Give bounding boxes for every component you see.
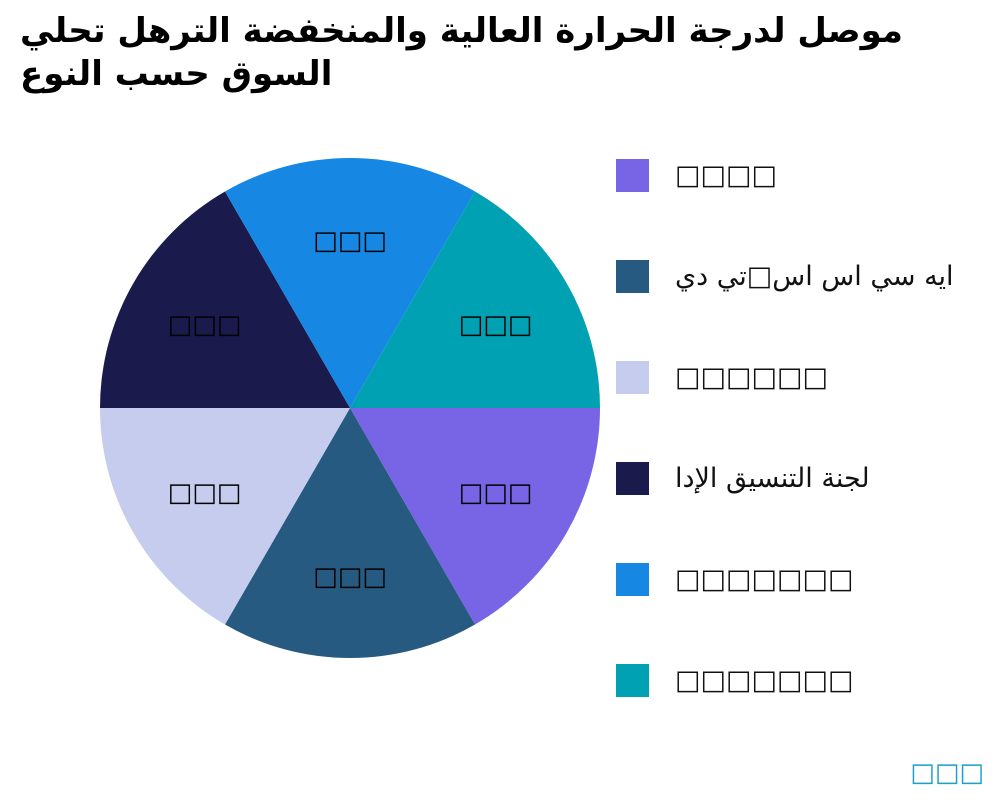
legend-swatch (616, 259, 649, 293)
pie-slice[interactable] (100, 191, 350, 408)
pie-slice[interactable] (225, 408, 475, 659)
pie-slice-label: □□□ (168, 478, 242, 508)
legend-label: □□□□ (675, 159, 778, 191)
pie-slice-label: □□□ (459, 310, 533, 340)
legend-item[interactable]: □□□□ (616, 158, 954, 192)
legend-swatch (616, 461, 649, 495)
chart-title: موصل لدرجة الحرارة العالية والمنخفضة الت… (20, 10, 998, 95)
legend-label: ايه سي اس اس□تي دي (675, 260, 954, 292)
chart-title-line1: موصل لدرجة الحرارة العالية والمنخفضة الت… (20, 11, 903, 51)
pie-slice-label: □□□ (459, 478, 533, 508)
legend-label: □□□□□□□ (675, 664, 854, 696)
legend-item[interactable]: لجنة التنسيق الإدا (616, 461, 954, 495)
pie-slice[interactable] (225, 157, 475, 408)
legend: □□□□ ايه سي اس اس□تي دي □□□□□□ لجنة التن… (616, 158, 954, 697)
legend-label: □□□□□□ (675, 361, 829, 393)
legend-label: □□□□□□□ (675, 563, 854, 595)
legend-swatch (616, 158, 649, 192)
pie-slice[interactable] (350, 408, 600, 625)
footer-watermark: □□□ (910, 758, 984, 788)
legend-swatch (616, 360, 649, 394)
legend-item[interactable]: ايه سي اس اس□تي دي (616, 259, 954, 293)
legend-label: لجنة التنسيق الإدا (675, 462, 870, 494)
chart-title-line2: السوق حسب النوع (20, 53, 333, 94)
legend-item[interactable]: □□□□□□ (616, 360, 954, 394)
legend-swatch (616, 562, 649, 596)
legend-swatch (616, 663, 649, 697)
pie-slice[interactable] (350, 191, 600, 408)
pie-chart-area: □□□ □□□ □□□ □□□ □□□ □□□ (95, 150, 610, 665)
pie-slice-label: □□□ (313, 562, 387, 592)
pie-slice-label: □□□ (168, 310, 242, 340)
pie-chart: □□□ □□□ □□□ □□□ □□□ □□□ (100, 157, 600, 659)
pie-slice[interactable] (100, 408, 350, 625)
legend-item[interactable]: □□□□□□□ (616, 562, 954, 596)
legend-item[interactable]: □□□□□□□ (616, 663, 954, 697)
pie-slice-label: □□□ (313, 226, 387, 256)
